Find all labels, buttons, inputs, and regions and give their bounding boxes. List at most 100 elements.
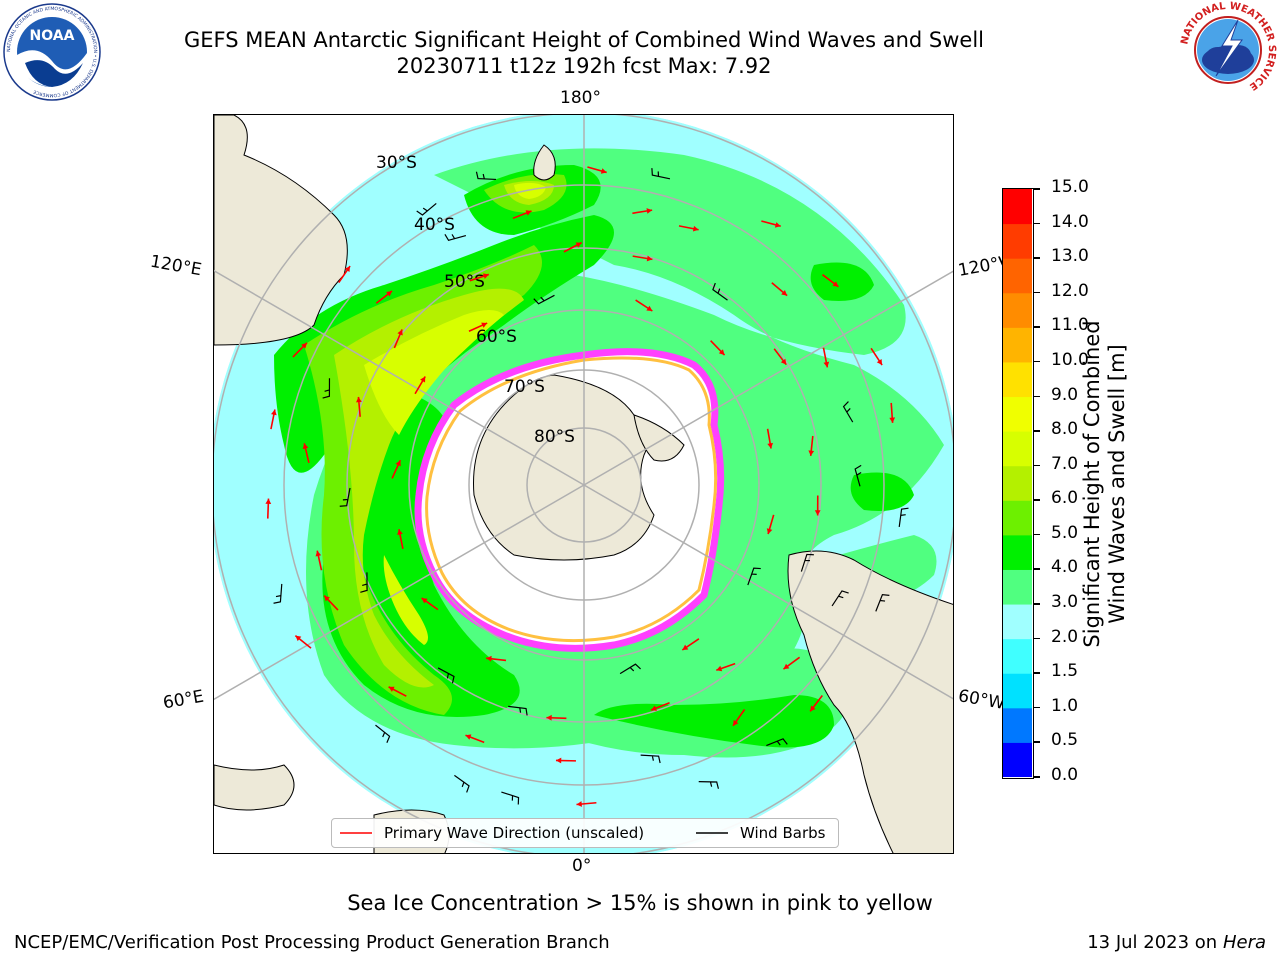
africa-land [214,764,295,811]
colorbar-tick-label: 0.5 [1051,730,1079,751]
lon-label-60w: 60°W [956,686,1007,714]
colorbar-bin [1003,361,1032,398]
wave-arrow-head [814,510,821,516]
wind-barb [533,294,555,305]
wave-arrow-head [301,342,307,349]
wave-arrow-head [397,529,403,535]
wind-barb [712,282,728,301]
wind-barb [651,168,671,180]
colorbar-tick-mark [1034,326,1040,328]
wind-barb [360,572,368,593]
chart-subtitle: 20230711 t12z 192h fcst Max: 7.92 [396,54,772,78]
colorbar-tick-label: 1.5 [1051,661,1079,682]
colorbar-tick-mark [1034,706,1040,709]
wind-barb [875,594,890,612]
lon-label-60e: 60°E [161,686,206,714]
wave-arrow-head [783,663,790,670]
colorbar-bin [1003,673,1032,709]
colorbar-title-line1: Significant Height of Combined [1080,320,1104,648]
map-canvas: 30°S 40°S 50°S 60°S 70°S 80°S [214,115,953,853]
wave-arrow-head [395,460,401,467]
wave-arrow-head [767,442,773,449]
lat-label-30s: 30°S [376,153,417,173]
wind-barb [339,487,351,507]
wave-arrow-head [525,210,532,216]
wave-arrow-head [646,305,653,312]
lat-label-50s: 50°S [444,272,485,292]
wave-arrow-head [600,168,607,174]
colorbar-tick-mark [1034,188,1040,190]
colorbar-tick-label: 2.0 [1051,626,1079,647]
wind-barb [766,738,788,747]
wind-barbs [273,168,909,805]
colorbar-bin [1003,189,1032,225]
wave-direction-arrows [265,166,896,807]
colorbar [1002,188,1034,779]
lat-label-70s: 70°S [504,377,545,397]
colorbar-tick-label: 10.0 [1051,349,1089,370]
wave-arrow-head [810,705,816,712]
colorbar-tick-label: 3.0 [1051,592,1079,613]
wave-arrow-head [682,644,689,651]
colorbar-bin [1003,431,1032,467]
graticule [214,115,953,853]
wave-arrow-head [271,409,277,416]
wave-arrow-head [832,281,839,287]
lat-label-80s: 80°S [534,427,575,447]
colorbar-tick-label: 14.0 [1051,211,1089,232]
colorbar-tick-mark [1034,637,1040,640]
wave-arrow-head [386,291,393,297]
nws-logo: NATIONAL WEATHER SERVICE [1178,0,1278,100]
wind-barb [508,705,528,716]
wind-barb [454,774,470,793]
footer-date: 13 Jul 2023 on Hera [1087,932,1266,953]
wave-arrow-head [302,443,309,450]
colorbar-tick-mark [1034,499,1040,501]
wave-arrow-head [716,665,723,672]
colorbar-tick-mark [1034,222,1040,225]
wave-arrow-head [295,635,302,642]
colorbar-tick-label: 1.0 [1051,695,1079,716]
wave-arrow-head [808,450,815,456]
colorbar-bin [1003,396,1032,432]
colorbar-tick-mark [1034,291,1040,294]
wave-arrow-head [646,255,653,262]
colorbar-bin [1003,707,1032,743]
colorbar-tick-mark [1034,464,1040,467]
colorbar-ticks: 0.0 0.5 1.0 1.5 2.0 3.0 4.0 5.0 6.0 7.0 8.0 9.0 10.0… [1034,177,1094,785]
wind-barb [842,401,854,423]
wave-arrow-head [876,359,883,366]
footer-date-text: 13 Jul 2023 on [1087,932,1223,953]
colorbar-bin [1003,500,1032,536]
colorbar-tick-label: 9.0 [1051,384,1079,405]
colorbar-tick-mark [1034,776,1040,778]
colorbar-bin [1003,604,1032,640]
colorbar-tick-label: 13.0 [1051,246,1089,267]
wind-barb [640,754,661,764]
colorbar-tick-mark [1034,533,1040,536]
wave-arrow-head [733,719,739,726]
wind-barb [322,378,331,399]
wind-barb [800,553,814,572]
wind-barb [437,667,455,684]
wave-arrow-head [546,714,552,721]
legend-wave-label: Primary Wave Direction (unscaled) [384,824,645,842]
colorbar-tick-mark [1034,741,1040,743]
wave-arrow-head [465,734,472,740]
wind-barb [273,583,283,604]
wave-arrow-head [646,208,653,214]
map-legend: Primary Wave Direction (unscaled) Wind B… [331,818,839,848]
colorbar-tick-mark [1034,672,1040,674]
colorbar-tick-mark [1034,360,1040,363]
wave-arrow-head [889,417,896,423]
wind-barb [444,234,467,242]
wave-arrow-head [356,396,362,403]
wind-barb [619,663,641,675]
colorbar-tick-label: 15.0 [1051,177,1089,197]
wave-arrow-head [324,595,330,602]
colorbar-bin [1003,742,1032,777]
colorbar-tick-mark [1034,395,1040,398]
wind-barb [475,171,497,181]
colorbar-bin [1003,258,1032,294]
new-zealand-land [533,144,556,181]
